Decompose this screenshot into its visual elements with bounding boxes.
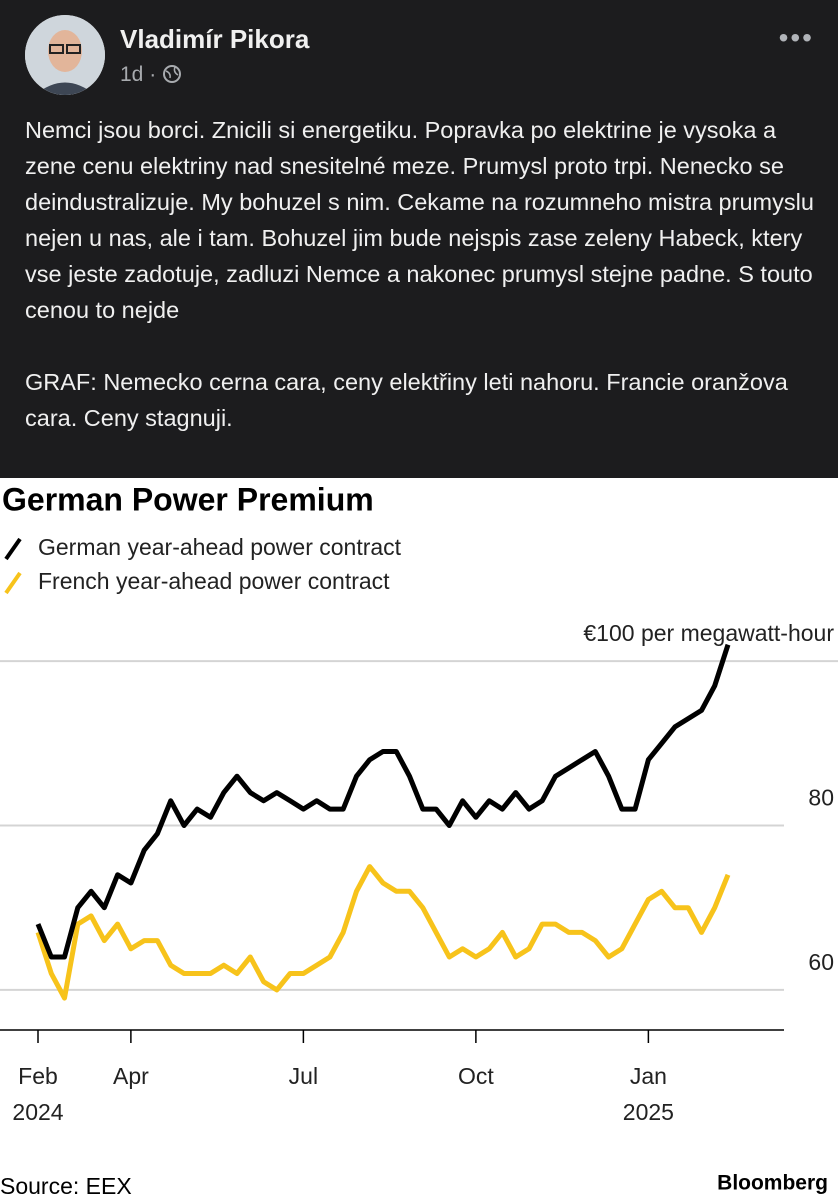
source: Source: EEX [0,1173,132,1199]
chart-title: German Power Premium [2,481,374,517]
y-tick-label: 80 [808,785,834,811]
y-tick-label: 60 [808,949,834,975]
avatar[interactable] [25,15,105,95]
more-button[interactable]: ••• [778,22,814,53]
legend-swatch [4,571,22,595]
x-tick-label: Feb 2024 [12,1063,63,1125]
series-line [35,864,731,1001]
chart: German Power Premium Source: EEX Bloombe… [0,481,838,1199]
x-tick-label: Apr [113,1063,149,1089]
post-time[interactable]: 1d [120,63,144,86]
post-meta: 1d · [120,63,182,87]
post: Vladimír Pikora 1d · ••• Nemci jsou borc… [0,0,838,478]
legend-label: German year-ahead power contract [38,534,402,560]
post-body: Nemci jsou borci. Znicili si energetiku.… [25,112,825,472]
series-line [35,643,731,960]
legend-label: French year-ahead power contract [38,568,390,594]
brand: Bloomberg [717,1172,828,1195]
y-tick-label: €100 per megawatt-hour [583,620,834,646]
author-name[interactable]: Vladimír Pikora [120,24,310,54]
x-tick-label: Jan 2025 [623,1063,674,1125]
x-tick-label: Oct [458,1063,494,1089]
post-paragraph: Nemci jsou borci. Znicili si energetiku.… [25,117,814,323]
post-paragraph: GRAF: Nemecko cerna cara, ceny elektřiny… [25,369,788,431]
globe-icon [163,65,182,83]
avatar-image [25,15,105,95]
legend-swatch [4,537,22,561]
x-tick-label: Jul [289,1063,318,1089]
